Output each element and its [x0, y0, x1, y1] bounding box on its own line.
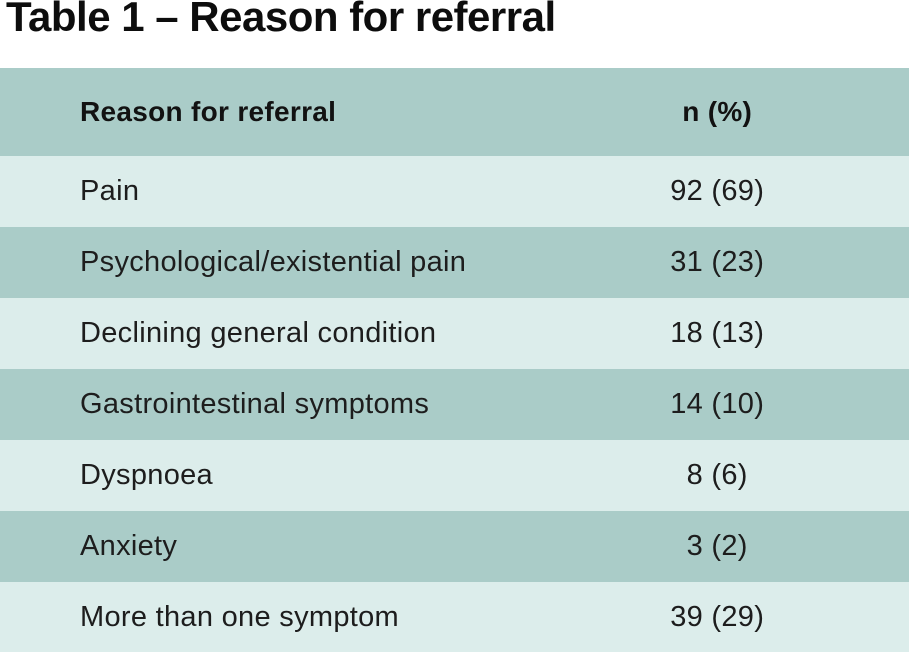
value-cell: 3 (2) — [686, 530, 748, 562]
reason-cell: Gastrointestinal symptoms — [80, 388, 430, 420]
reason-cell: Pain — [80, 175, 140, 207]
table-header-row: Reason for referral n (%) — [0, 68, 909, 156]
table-row: Psychological/existential pain 31 (23) — [0, 227, 909, 298]
value-cell: 18 (13) — [670, 317, 765, 349]
table-row: Dyspnoea 8 (6) — [0, 440, 909, 511]
value-cell: 92 (69) — [670, 175, 765, 207]
table-row: Declining general condition 18 (13) — [0, 298, 909, 369]
table-title: Table 1 – Reason for referral — [6, 0, 556, 40]
value-cell: 39 (29) — [670, 601, 765, 633]
table-row: More than one symptom 39 (29) — [0, 582, 909, 652]
reason-cell: Psychological/existential pain — [80, 246, 467, 278]
reason-cell: More than one symptom — [80, 601, 399, 633]
value-cell: 31 (23) — [670, 246, 765, 278]
referral-table: Reason for referral n (%) Pain 92 (69) P… — [0, 68, 909, 652]
reason-cell: Dyspnoea — [80, 459, 213, 491]
value-cell: 14 (10) — [670, 388, 765, 420]
reason-cell: Declining general condition — [80, 317, 437, 349]
reason-cell: Anxiety — [80, 530, 178, 562]
table-row: Pain 92 (69) — [0, 156, 909, 227]
column-header-n-percent: n (%) — [682, 96, 753, 127]
table-row: Anxiety 3 (2) — [0, 511, 909, 582]
column-header-reason: Reason for referral — [80, 96, 337, 127]
table-row: Gastrointestinal symptoms 14 (10) — [0, 369, 909, 440]
value-cell: 8 (6) — [686, 459, 748, 491]
